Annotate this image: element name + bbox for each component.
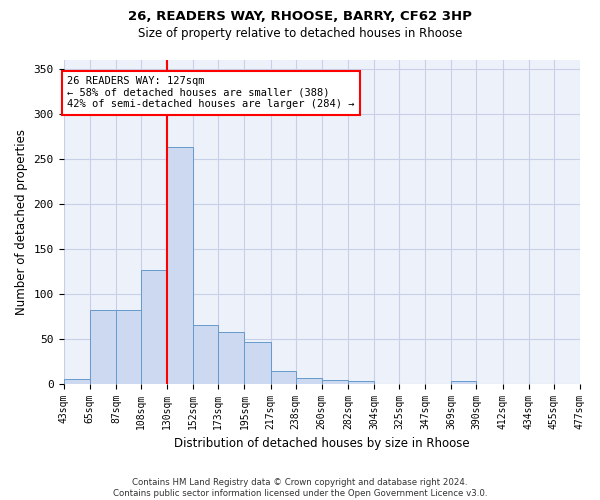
Bar — [64, 379, 90, 384]
Text: 26 READERS WAY: 127sqm
← 58% of detached houses are smaller (388)
42% of semi-de: 26 READERS WAY: 127sqm ← 58% of detached… — [67, 76, 355, 110]
Bar — [296, 378, 322, 384]
Bar — [116, 310, 141, 384]
Bar — [451, 381, 476, 384]
Bar — [193, 325, 218, 384]
X-axis label: Distribution of detached houses by size in Rhoose: Distribution of detached houses by size … — [174, 437, 470, 450]
Text: Size of property relative to detached houses in Rhoose: Size of property relative to detached ho… — [138, 28, 462, 40]
Bar — [167, 147, 193, 384]
Bar — [218, 332, 244, 384]
Bar — [90, 310, 116, 384]
Bar — [322, 380, 348, 384]
Text: Contains HM Land Registry data © Crown copyright and database right 2024.
Contai: Contains HM Land Registry data © Crown c… — [113, 478, 487, 498]
Y-axis label: Number of detached properties: Number of detached properties — [15, 129, 28, 315]
Text: 26, READERS WAY, RHOOSE, BARRY, CF62 3HP: 26, READERS WAY, RHOOSE, BARRY, CF62 3HP — [128, 10, 472, 23]
Bar — [244, 342, 271, 384]
Bar — [141, 270, 167, 384]
Bar — [271, 371, 296, 384]
Bar — [348, 381, 374, 384]
